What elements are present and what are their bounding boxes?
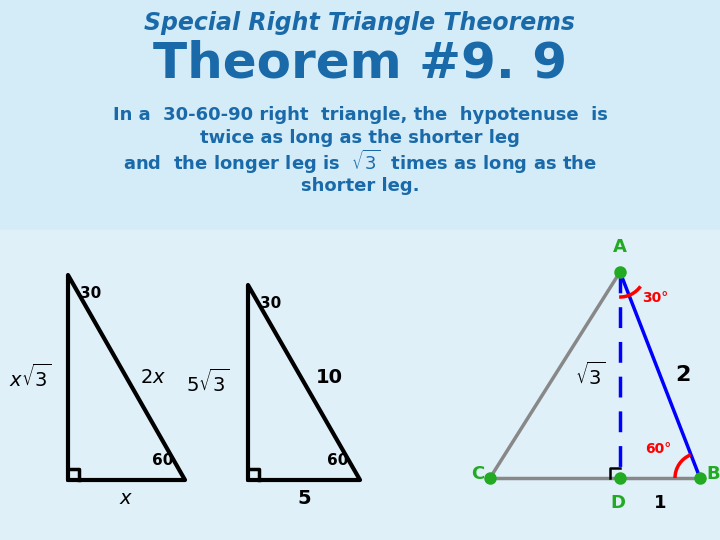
Text: Theorem #9. 9: Theorem #9. 9 <box>153 39 567 87</box>
Text: 2: 2 <box>675 365 690 385</box>
Text: $5\sqrt{3}$: $5\sqrt{3}$ <box>186 369 230 396</box>
Text: 10: 10 <box>316 368 343 387</box>
Text: 30°: 30° <box>642 291 668 305</box>
Text: C: C <box>471 465 484 483</box>
Bar <box>0 230 720 540</box>
Text: 1: 1 <box>654 494 666 512</box>
Text: Special Right Triangle Theorems: Special Right Triangle Theorems <box>145 11 575 35</box>
Text: $x\sqrt{3}$: $x\sqrt{3}$ <box>9 364 51 391</box>
Text: and  the longer leg is  $\sqrt{3}$  times as long as the: and the longer leg is $\sqrt{3}$ times a… <box>123 148 597 176</box>
Text: B: B <box>706 465 719 483</box>
Text: D: D <box>611 494 626 512</box>
Text: twice as long as the shorter leg: twice as long as the shorter leg <box>200 129 520 147</box>
Text: 30: 30 <box>80 286 102 300</box>
Text: 60°: 60° <box>645 442 671 456</box>
Text: $\sqrt{3}$: $\sqrt{3}$ <box>575 361 606 389</box>
Text: 60: 60 <box>153 453 174 468</box>
Text: 60: 60 <box>328 453 348 468</box>
Text: shorter leg.: shorter leg. <box>301 177 419 195</box>
Text: 30: 30 <box>260 295 282 310</box>
Text: $x$: $x$ <box>120 489 134 508</box>
Text: In a  30-60-90 right  triangle, the  hypotenuse  is: In a 30-60-90 right triangle, the hypote… <box>112 106 608 124</box>
Text: $2x$: $2x$ <box>140 368 166 387</box>
Text: 5: 5 <box>297 489 311 508</box>
Text: A: A <box>613 238 627 256</box>
